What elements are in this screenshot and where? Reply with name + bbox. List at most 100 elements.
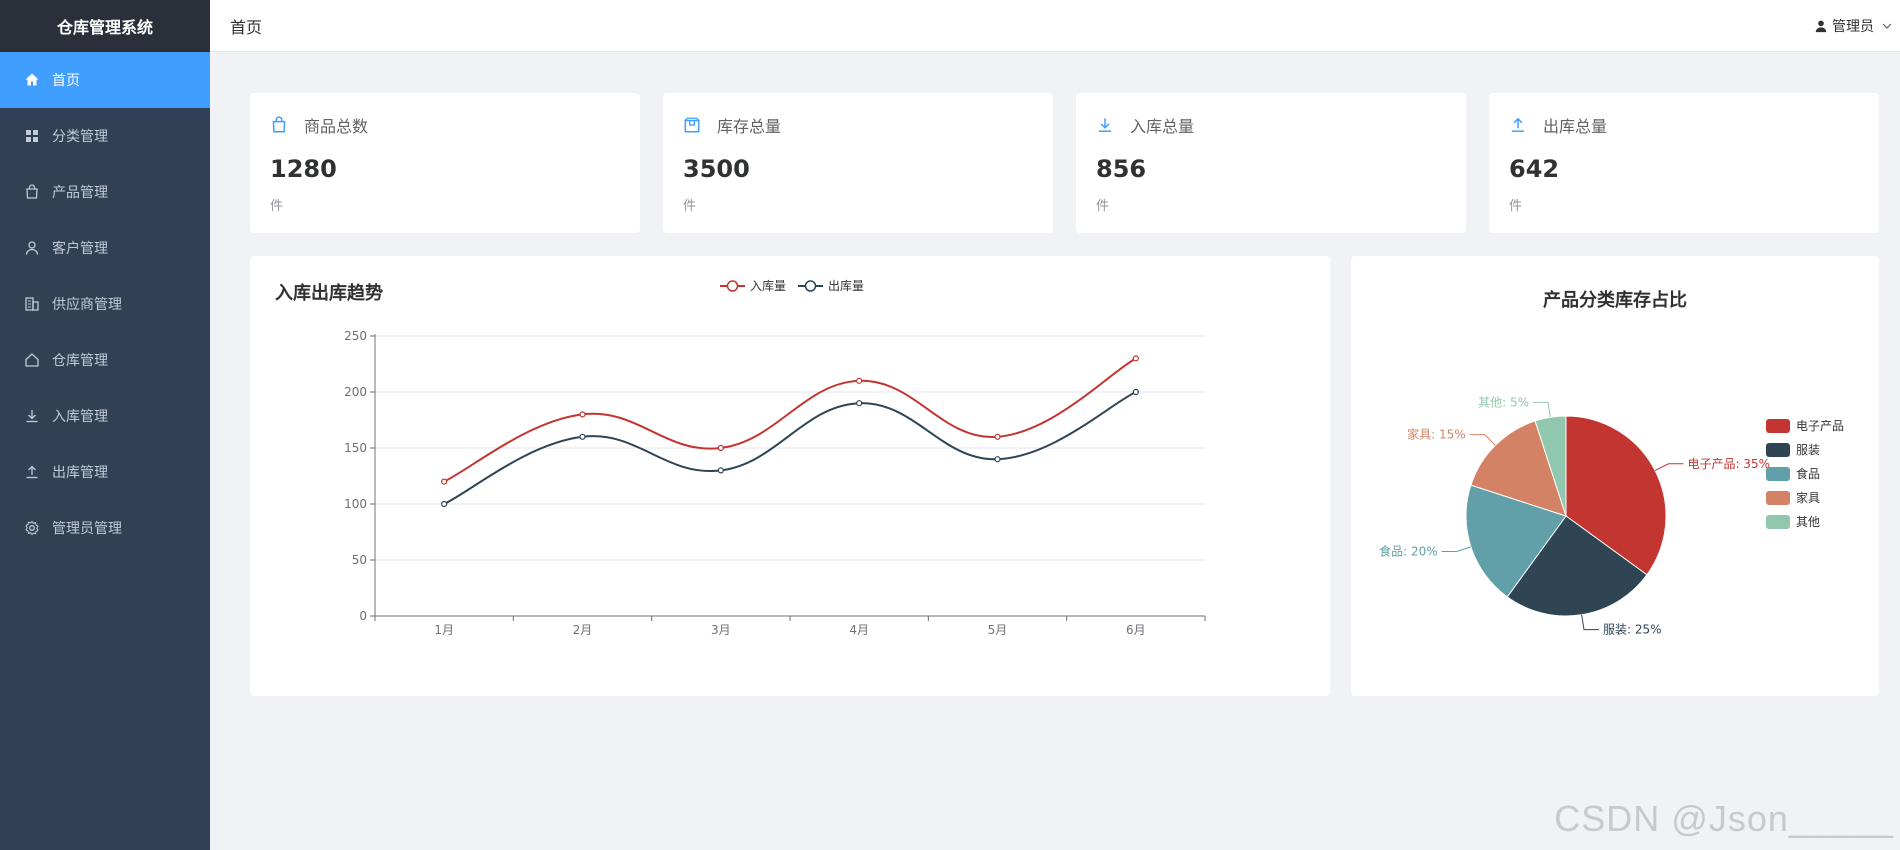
- pie-label: 其他: 5%: [1478, 395, 1529, 409]
- sidebar-item-1[interactable]: 分类管理: [0, 108, 210, 164]
- x-tick-label: 3月: [711, 623, 731, 637]
- pie-chart: 电子产品: 35% 服装: 25% 食品: 20% 家具: 15% 其他: 5% 电子产品…: [1379, 395, 1844, 636]
- sidebar-item-8[interactable]: 管理员管理: [0, 500, 210, 556]
- sidebar-item-label: 分类管理: [52, 129, 108, 145]
- stat-unit: 件: [270, 199, 284, 214]
- series-line-1: [443, 391, 1137, 505]
- legend-item-2[interactable]: 食品: [1766, 466, 1820, 481]
- legend-label: 服装: [1796, 443, 1820, 457]
- data-point[interactable]: [717, 444, 724, 452]
- sidebar-item-label: 入库管理: [52, 409, 108, 425]
- y-tick-label: 50: [352, 553, 367, 567]
- stat-label: 出库总量: [1543, 117, 1608, 136]
- bag-icon: [24, 184, 40, 200]
- sidebar-item-label: 管理员管理: [52, 521, 122, 537]
- sidebar-item-2[interactable]: 产品管理: [0, 164, 210, 220]
- box-icon: [683, 116, 709, 134]
- legend-swatch: [1766, 515, 1790, 529]
- data-point[interactable]: [579, 411, 586, 418]
- page-title: 首页: [230, 17, 263, 37]
- pie-leader-line: [1469, 434, 1496, 446]
- sidebar-item-3[interactable]: 客户管理: [0, 220, 210, 276]
- data-point[interactable]: [994, 433, 1001, 440]
- stat-card-inbound: 入库总量 856 件: [1076, 93, 1466, 233]
- stat-card-inventory: 库存总量 3500 件: [663, 93, 1053, 233]
- y-tick-label: 250: [344, 329, 367, 343]
- sidebar-item-label: 首页: [52, 73, 80, 89]
- category-pie-card: 产品分类库存占比 电子产品: 35% 服装: 25% 食品: 20% 家具: 15% 其…: [1351, 256, 1879, 696]
- stat-unit: 件: [683, 199, 697, 214]
- sidebar-item-label: 产品管理: [52, 185, 108, 201]
- data-point[interactable]: [441, 478, 448, 485]
- download-icon: [24, 408, 40, 424]
- y-tick-label: 0: [359, 609, 367, 623]
- legend-label: 食品: [1796, 466, 1820, 481]
- sidebar-item-label: 供应商管理: [52, 297, 122, 313]
- data-point[interactable]: [717, 467, 724, 474]
- sidebar-item-7[interactable]: 出库管理: [0, 444, 210, 500]
- legend-item-4[interactable]: 其他: [1766, 515, 1820, 529]
- legend-marker: [804, 280, 817, 292]
- line-chart: 0 50 100 150 200 250 1月 2月 3月 4月 5月 6月 入库量 出库量: [344, 278, 1206, 637]
- pie-slice-0[interactable]: [1565, 415, 1667, 576]
- sidebar-menu: 首页分类管理产品管理客户管理供应商管理仓库管理入库管理出库管理管理员管理: [0, 52, 210, 556]
- sidebar-item-label: 出库管理: [52, 465, 108, 481]
- y-tick-label: 200: [344, 385, 367, 399]
- data-point[interactable]: [1132, 388, 1139, 396]
- legend-label: 电子产品: [1796, 419, 1844, 433]
- legend-label: 家具: [1796, 490, 1820, 505]
- sidebar: 仓库管理系统 首页 分类管理 产品管理 客户管理 供应商管理 仓库管理 入库管理 出库管理 管理…: [0, 0, 210, 850]
- upload-icon: [1509, 116, 1535, 134]
- legend-item-0[interactable]: 电子产品: [1766, 419, 1844, 433]
- pie-leader-line: [1654, 463, 1684, 472]
- stat-value: 642: [1509, 155, 1560, 183]
- header: 首页 管理员: [210, 0, 1900, 52]
- pie-slice-1[interactable]: [1506, 515, 1648, 617]
- user-name: 管理员: [1832, 18, 1874, 35]
- house-icon: [24, 352, 40, 368]
- legend-marker: [726, 280, 739, 292]
- data-point[interactable]: [441, 500, 448, 508]
- x-tick-label: 2月: [573, 623, 593, 637]
- stat-value: 3500: [683, 155, 750, 183]
- data-point[interactable]: [1132, 355, 1139, 362]
- user-menu[interactable]: 管理员: [1814, 16, 1900, 36]
- data-point[interactable]: [856, 377, 863, 384]
- chart-title: 产品分类库存占比: [1543, 290, 1687, 311]
- x-tick-label: 6月: [1126, 623, 1146, 637]
- pie-leader-line: [1533, 401, 1551, 418]
- home-icon: [24, 72, 40, 88]
- legend-item-3[interactable]: 家具: [1766, 490, 1820, 505]
- sidebar-item-6[interactable]: 入库管理: [0, 388, 210, 444]
- sidebar-item-0[interactable]: 首页: [0, 52, 210, 108]
- legend-swatch: [1766, 443, 1790, 457]
- chart-title: 入库出库趋势: [275, 283, 383, 304]
- chevron-down-icon: [1882, 23, 1892, 29]
- stat-card-outbound: 出库总量 642 件: [1489, 93, 1879, 233]
- stat-label: 库存总量: [717, 117, 782, 136]
- data-point[interactable]: [994, 456, 1001, 463]
- legend-item-0[interactable]: 入库量: [720, 278, 786, 293]
- pie-leader-line: [1441, 546, 1472, 553]
- sidebar-item-label: 仓库管理: [52, 353, 108, 369]
- data-point[interactable]: [856, 400, 863, 407]
- watermark: CSDN @Json_____: [1554, 798, 1894, 839]
- upload-icon: [24, 464, 40, 480]
- trend-chart-card: 入库出库趋势 0 50 100 150 200 250 1月 2月 3月 4月 5月 6月 入库量 出库量: [250, 256, 1330, 696]
- pie-label: 家具: 15%: [1407, 427, 1466, 442]
- stat-value: 1280: [270, 155, 337, 183]
- sidebar-item-4[interactable]: 供应商管理: [0, 276, 210, 332]
- legend-label: 入库量: [750, 278, 786, 293]
- legend-item-1[interactable]: 服装: [1766, 443, 1820, 457]
- sidebar-item-5[interactable]: 仓库管理: [0, 332, 210, 388]
- data-point[interactable]: [579, 433, 586, 440]
- y-tick-label: 100: [344, 497, 367, 511]
- series-line-0: [443, 357, 1137, 483]
- stat-unit: 件: [1096, 199, 1110, 214]
- pie-leader-line: [1581, 614, 1599, 631]
- legend-swatch: [1766, 419, 1790, 433]
- grid-icon: [24, 128, 40, 144]
- x-tick-label: 1月: [434, 623, 454, 637]
- building-icon: [24, 296, 40, 312]
- legend-item-1[interactable]: 出库量: [798, 278, 864, 293]
